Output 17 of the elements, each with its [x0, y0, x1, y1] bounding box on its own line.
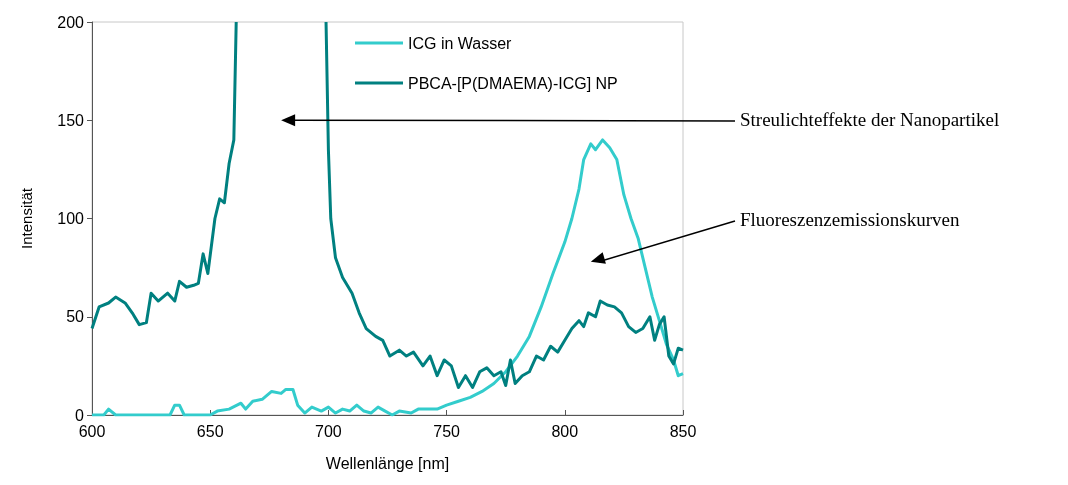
legend-label: ICG in Wasser: [408, 34, 513, 52]
x-tick-label: 750: [433, 422, 461, 440]
y-tick-label: 200: [57, 13, 85, 31]
text: Fluoreszenzemissionskurven: [740, 208, 961, 232]
y-tick-label: 50: [66, 308, 85, 326]
x-axis-title: Wellenlänge [nm]: [325, 454, 450, 472]
x-tick-label: 800: [551, 422, 579, 440]
y-tick-label: 0: [75, 406, 85, 424]
legend-label: PBCA-[P(DMAEMA)-ICG] NP: [408, 74, 618, 92]
x-tick-label: 700: [315, 422, 342, 440]
y-tick-label: 150: [57, 111, 85, 129]
text: Streulichteffekte der Nanopartikel: [740, 108, 1001, 132]
x-tick-label: 850: [669, 422, 697, 440]
x-tick-label: 650: [196, 422, 224, 440]
y-tick-label: 100: [57, 210, 85, 227]
x-tick-label: 600: [78, 422, 106, 440]
y-axis-title: Intensität: [18, 187, 35, 249]
